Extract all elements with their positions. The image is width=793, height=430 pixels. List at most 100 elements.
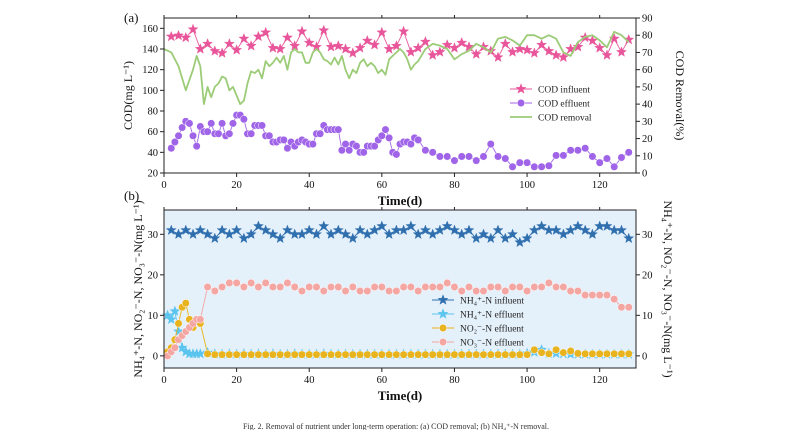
data-point-1 [265,131,274,140]
y-tick-label: 20 [148,270,159,281]
legend-item-label: COD effluent [538,99,590,110]
data-point-2 [428,350,437,359]
data-point-2 [370,350,379,359]
data-point-3 [602,291,611,300]
data-point-0 [252,220,264,231]
data-point-2 [523,350,532,359]
data-point-2 [443,350,452,359]
data-point-2 [581,349,590,358]
data-point-0 [180,31,192,43]
panel-b-nitrogen-chart: (b) 0 20 40 60 80 100 120 0 10 20 30 0 10 20 30 NH₄⁺-N … [124,188,675,403]
legend-marker [439,338,447,346]
data-point-0 [528,224,540,235]
y2-tick-label: 0 [642,351,647,362]
data-point-3 [443,278,452,287]
data-point-2 [305,350,314,359]
data-point-3 [501,287,510,296]
data-point-0 [470,232,482,244]
data-point-2 [377,350,386,359]
y-tick-label: 160 [142,24,158,35]
data-point-2 [392,350,401,359]
data-point-2 [450,350,459,359]
x-tick-label: 80 [449,180,460,191]
data-point-1 [501,154,510,163]
y2-tick-label: 10 [642,311,653,322]
data-point-3 [327,282,336,291]
data-point-2 [356,350,365,359]
data-point-0 [441,39,453,50]
data-point-0 [601,49,613,60]
data-point-0 [528,47,540,58]
y2-tick-label: 70 [642,48,653,59]
y2-tick-label: 0 [642,169,647,180]
data-point-3 [247,278,256,287]
data-point-1 [165,313,177,325]
legend-item-label: NH₄⁺-N influent [460,296,524,307]
data-point-1 [239,115,248,124]
data-point-0 [318,220,330,231]
data-point-0 [536,220,548,231]
data-point-0 [318,24,330,36]
data-point-0 [499,38,511,49]
panel-a-label: (a) [124,10,138,25]
data-point-3 [406,282,415,291]
data-point-3 [232,278,241,287]
data-point-2 [254,350,263,359]
data-point-1 [428,148,437,157]
figure-caption: Fig. 2. Removal of nutrient under long-t… [243,422,549,430]
data-point-3 [312,282,321,291]
legend-item-label: NH₄⁺-N effluent [460,310,524,321]
data-point-3 [559,282,568,291]
data-point-1 [559,151,568,160]
legend-marker [515,83,527,94]
data-point-3 [523,287,532,296]
data-point-0 [405,46,417,57]
data-point-2 [573,349,582,358]
panel-b-plot-frame [163,209,637,369]
x-tick-label: 0 [161,180,166,191]
data-point-3 [363,287,372,296]
data-point-0 [296,25,308,37]
data-point-3 [334,282,343,291]
data-point-1 [218,119,227,128]
data-point-3 [508,282,517,291]
data-point-3 [290,282,299,291]
data-point-3 [486,282,495,291]
data-point-0 [536,39,548,50]
y2-tick-label: 80 [642,31,653,42]
data-point-2 [290,350,299,359]
data-point-0 [550,49,562,60]
data-point-1 [334,125,343,134]
data-point-3 [472,287,481,296]
data-point-0 [202,228,214,239]
data-point-0 [507,228,519,239]
x-tick-label: 60 [377,180,388,191]
data-point-0 [361,228,373,239]
data-point-1 [610,162,619,171]
y-tick-label: 10 [148,311,159,322]
panel-b-label: (b) [124,188,139,203]
data-point-2 [268,350,277,359]
data-point-0 [354,42,366,53]
data-point-0 [223,228,235,239]
data-point-3 [573,287,582,296]
data-point-2 [421,350,430,359]
data-point-1 [479,152,488,161]
series-line-0 [171,28,630,58]
data-point-0 [492,224,504,235]
data-point-2 [297,350,306,359]
data-point-2 [225,350,234,359]
data-point-2 [566,346,575,355]
data-point-3 [341,287,350,296]
data-point-0 [434,224,446,235]
data-point-3 [428,282,437,291]
data-point-1 [406,140,415,149]
data-point-0 [231,224,243,235]
data-point-0 [448,224,460,235]
data-point-3 [170,343,179,352]
data-point-2 [588,349,597,358]
data-point-1 [421,146,430,155]
data-point-1 [316,129,325,138]
data-point-0 [405,220,417,231]
data-point-0 [209,45,221,56]
